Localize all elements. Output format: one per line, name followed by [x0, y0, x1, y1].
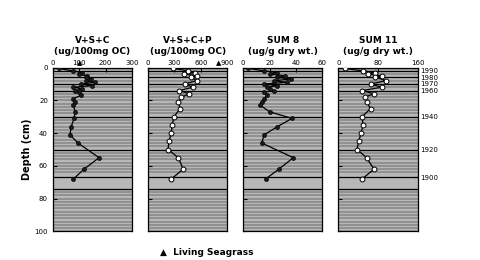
Title: SUM 11
(ug/g dry wt.): SUM 11 (ug/g dry wt.)	[343, 36, 413, 56]
Title: V+S+C
(ug/100mg OC): V+S+C (ug/100mg OC)	[54, 36, 131, 56]
Text: ▲: ▲	[76, 60, 82, 66]
Y-axis label: Depth (cm): Depth (cm)	[22, 119, 32, 180]
Title: SUM 8
(ug/g dry wt.): SUM 8 (ug/g dry wt.)	[248, 36, 318, 56]
Title: V+S+C+P
(ug/100mg OC): V+S+C+P (ug/100mg OC)	[150, 36, 226, 56]
Text: ▲  Living Seagrass: ▲ Living Seagrass	[160, 248, 253, 257]
Text: ▲: ▲	[216, 60, 221, 66]
